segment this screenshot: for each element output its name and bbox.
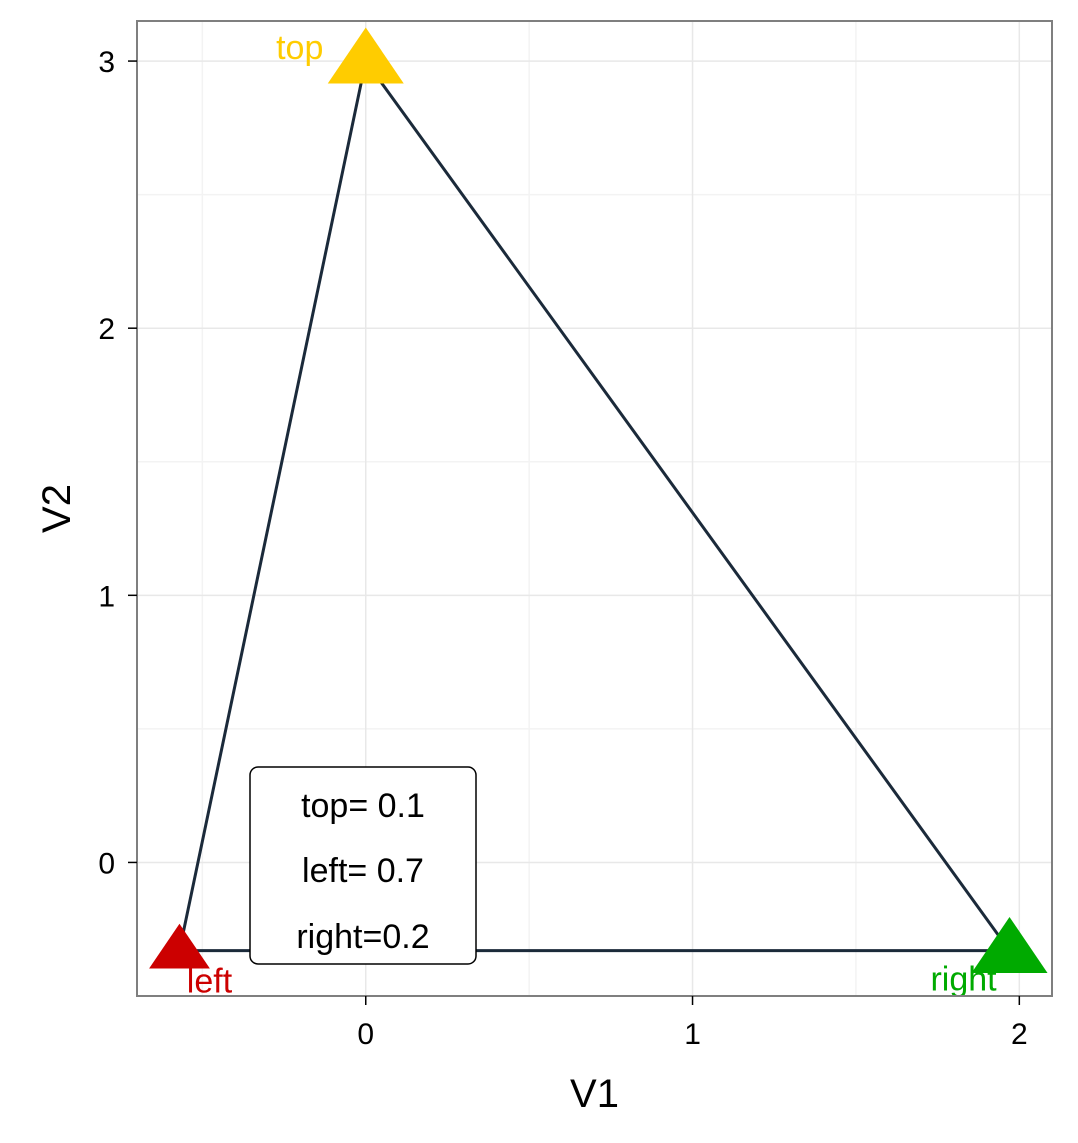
x-axis-title: V1 <box>570 1072 619 1116</box>
edge-right-top <box>364 60 1011 952</box>
legend-entry: left= 0.7 <box>302 852 424 890</box>
legend-entry: top= 0.1 <box>301 787 425 825</box>
x-tick-label: 0 <box>357 1018 374 1051</box>
vertex-marker-right <box>971 916 1048 973</box>
legend-box <box>249 766 477 965</box>
vertex-label-top: top <box>276 29 323 67</box>
vertex-label-left: left <box>187 963 233 1001</box>
vertex-label-right: right <box>930 961 997 999</box>
x-tick-label: 1 <box>684 1018 701 1051</box>
vertex-marker-top <box>327 27 404 84</box>
y-tick-label: 0 <box>98 847 115 880</box>
vertex-marker-left <box>149 923 210 969</box>
legend-entry: right=0.2 <box>296 918 429 956</box>
y-tick-label: 2 <box>98 313 115 346</box>
y-tick-label: 1 <box>98 580 115 613</box>
y-tick-label: 3 <box>98 46 115 79</box>
edge-top-left <box>178 60 368 951</box>
panel-border <box>136 20 1053 997</box>
x-tick-label: 2 <box>1011 1018 1028 1051</box>
y-axis-title: V2 <box>35 484 79 533</box>
